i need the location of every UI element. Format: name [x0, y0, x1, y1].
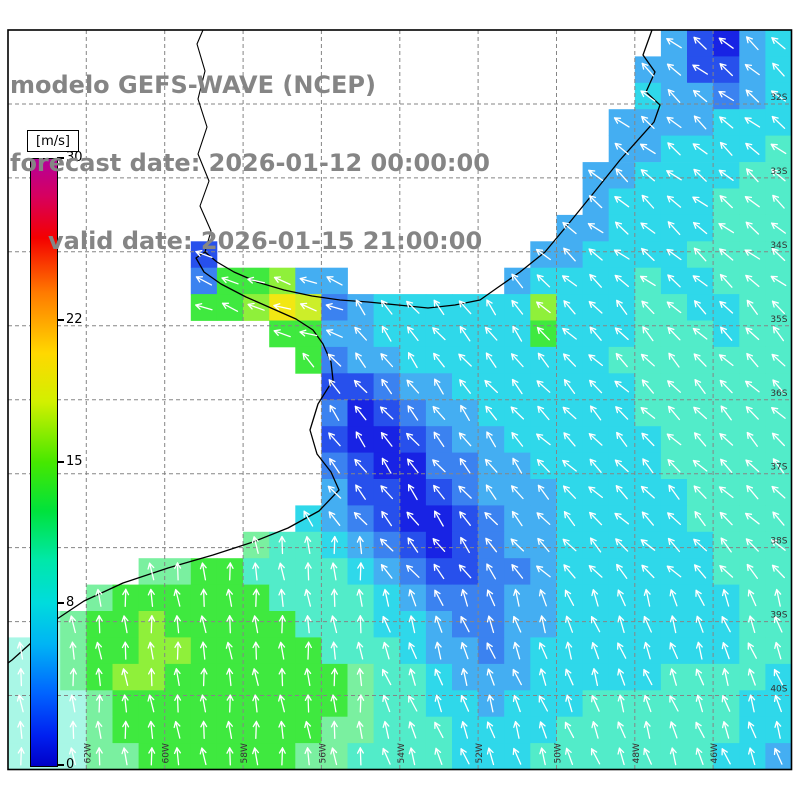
- colorbar-tick-mark: [57, 319, 64, 321]
- lat-label: 40S: [770, 685, 787, 695]
- lon-label: 58W: [240, 743, 250, 763]
- colorbar-tick-label: 0: [66, 757, 75, 772]
- lon-label: 60W: [162, 743, 172, 763]
- lon-label: 56W: [318, 743, 328, 763]
- lon-label: 50W: [554, 743, 564, 763]
- lon-label: 54W: [397, 743, 407, 763]
- colorbar-tick-label: 8: [66, 595, 75, 610]
- colorbar-tick-mark: [57, 461, 64, 463]
- direction-arrows: [16, 36, 787, 766]
- lat-label: 32S: [770, 93, 787, 103]
- lon-label: 52W: [475, 743, 485, 763]
- lat-label: 34S: [770, 241, 787, 251]
- lat-label: 35S: [770, 315, 787, 325]
- lat-label: 39S: [770, 611, 787, 621]
- model-title: modelo GEFS-WAVE (NCEP): [10, 71, 376, 99]
- colorbar-tick-mark: [57, 157, 64, 159]
- colorbar-tick-label: 30: [66, 150, 83, 165]
- lat-label: 36S: [770, 389, 787, 399]
- lat-label: 37S: [770, 463, 787, 473]
- lon-label: 46W: [710, 743, 720, 763]
- map-header: modelo GEFS-WAVE (NCEP) forecast date: 2…: [10, 20, 490, 306]
- lon-label: 48W: [632, 743, 642, 763]
- river-line: [196, 29, 212, 253]
- colorbar-tick-mark: [57, 764, 64, 766]
- coastline: [7, 29, 661, 664]
- colorbar-tick-label: 15: [66, 454, 83, 469]
- lat-label: 38S: [770, 537, 787, 547]
- forecast-date: forecast date: 2026-01-12 00:00:00: [10, 149, 490, 177]
- lat-label: 33S: [770, 167, 787, 177]
- map-border: [7, 29, 793, 771]
- valid-date: valid date: 2026-01-15 21:00:00: [48, 227, 483, 255]
- colorbar-tick-label: 22: [66, 312, 83, 327]
- colorbar-unit-label: [m/s]: [27, 130, 79, 152]
- colorbar-tick-mark: [57, 602, 64, 604]
- lon-label: 62W: [83, 743, 93, 763]
